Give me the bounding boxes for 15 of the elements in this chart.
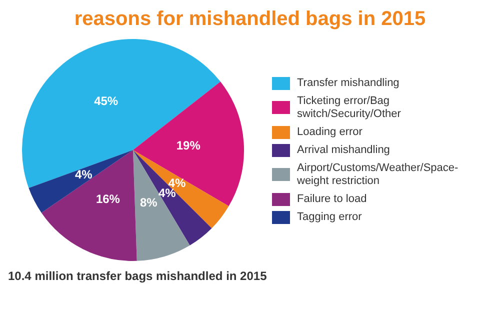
legend-label: Loading error (297, 126, 362, 138)
data-label: 4% (74, 168, 93, 182)
legend-label: Tagging error (297, 210, 362, 224)
data-label: 45% (94, 94, 118, 108)
data-label: 8% (140, 196, 158, 210)
legend-label: Ticketing error/Bag switch/Security/Other (297, 94, 402, 120)
data-label: 16% (96, 192, 120, 206)
data-label: 4% (158, 186, 176, 200)
legend-label: Transfer mishandling (297, 76, 400, 90)
legend-label: Arrival mishandling (297, 144, 390, 156)
legend-label: Failure to load (297, 192, 367, 206)
text: 10.4 million transfer bags mishandled in 2015 (8, 269, 268, 283)
data-label: 19% (176, 138, 201, 153)
legend-label: Airport/Customs/Weather/Space-weight restriction (297, 162, 460, 188)
chart-title: reasons for mishandled bags in 2015 (73, 8, 427, 31)
